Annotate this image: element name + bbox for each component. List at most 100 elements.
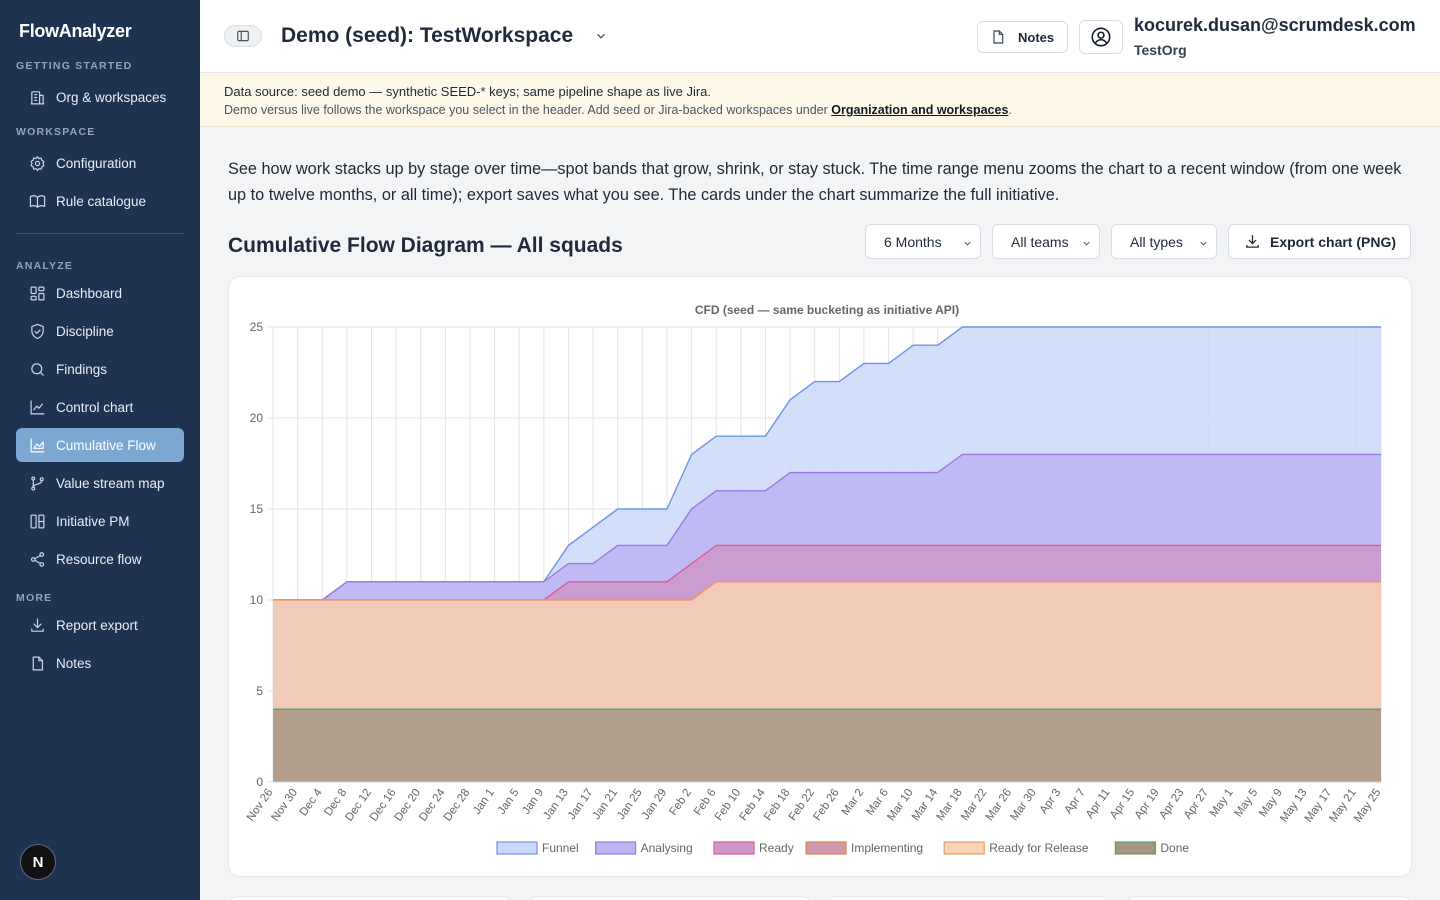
legend-swatch bbox=[1114, 841, 1157, 855]
banner-line-1: Data source: seed demo — synthetic SEED-… bbox=[224, 84, 712, 99]
x-tick-label: Jan 25 bbox=[615, 787, 645, 822]
sidebar-item-discipline[interactable]: Discipline bbox=[16, 314, 184, 348]
sidebar-item-label: Resource flow bbox=[56, 551, 142, 567]
sidebar-item-label: Notes bbox=[56, 655, 92, 671]
sidebar-item-label: Dashboard bbox=[56, 285, 123, 301]
share-icon bbox=[28, 550, 46, 568]
x-tick-label: Feb 26 bbox=[811, 787, 841, 823]
section-workspace: WORKSPACE bbox=[16, 126, 96, 138]
sidebar-item-label: Configuration bbox=[56, 155, 137, 171]
sidebar-item-control-chart[interactable]: Control chart bbox=[16, 390, 184, 424]
sidebar-toggle-button[interactable] bbox=[224, 25, 262, 47]
sidebar-item-report-export[interactable]: Report export bbox=[16, 608, 184, 642]
x-tick-label: Apr 15 bbox=[1108, 787, 1137, 822]
page-title: Cumulative Flow Diagram — All squads bbox=[228, 234, 623, 257]
sidebar-item-resource-flow[interactable]: Resource flow bbox=[16, 542, 184, 576]
x-tick-label: Apr 27 bbox=[1182, 787, 1211, 822]
export-chart-label: Export chart (PNG) bbox=[1270, 233, 1397, 250]
sidebar: FlowAnalyzer GETTING STARTED Org & works… bbox=[0, 0, 200, 900]
types-select-value: All types bbox=[1130, 233, 1183, 250]
legend-label: Ready bbox=[759, 841, 794, 855]
banner-line-2-text: Demo versus live follows the workspace y… bbox=[224, 103, 832, 117]
sidebar-item-rule-catalogue[interactable]: Rule catalogue bbox=[16, 184, 184, 218]
x-tick-label: Nov 30 bbox=[269, 787, 300, 824]
y-tick-label: 5 bbox=[256, 684, 263, 698]
types-select[interactable]: All types bbox=[1111, 224, 1217, 259]
x-tick-label: Jan 21 bbox=[591, 787, 621, 822]
devtools-badge[interactable]: N bbox=[20, 844, 56, 880]
sidebar-item-value-stream-map[interactable]: Value stream map bbox=[16, 466, 184, 500]
sidebar-item-cumulative-flow[interactable]: Cumulative Flow bbox=[16, 428, 184, 462]
export-chart-button[interactable]: Export chart (PNG) bbox=[1228, 224, 1411, 259]
legend-swatch bbox=[805, 841, 847, 855]
summary-card bbox=[228, 896, 512, 900]
workspace-selector[interactable]: Demo (seed): TestWorkspace bbox=[281, 24, 574, 47]
notes-button[interactable]: Notes bbox=[977, 21, 1068, 53]
sidebar-item-label: Report export bbox=[56, 617, 138, 633]
sidebar-item-label: Discipline bbox=[56, 323, 114, 339]
range-select-value: 6 Months bbox=[884, 233, 942, 250]
legend-label: Done bbox=[1160, 841, 1189, 855]
summary-card bbox=[528, 896, 812, 900]
y-tick-label: 10 bbox=[250, 593, 264, 607]
x-tick-label: Dec 4 bbox=[298, 786, 325, 818]
banner-line-2: Demo versus live follows the workspace y… bbox=[224, 103, 1012, 117]
sidebar-divider bbox=[16, 233, 184, 234]
sidebar-item-org-workspaces[interactable]: Org & workspaces bbox=[16, 80, 184, 114]
gear-icon bbox=[28, 154, 46, 172]
sidebar-item-findings[interactable]: Findings bbox=[16, 352, 184, 386]
range-select[interactable]: 6 Months bbox=[865, 224, 981, 259]
x-tick-label: Mar 30 bbox=[1008, 787, 1038, 823]
line-chart-icon bbox=[28, 398, 46, 416]
chevron-down-icon bbox=[962, 236, 973, 247]
app-brand: FlowAnalyzer bbox=[19, 21, 132, 41]
book-icon bbox=[28, 192, 46, 210]
sidebar-item-label: Control chart bbox=[56, 399, 134, 415]
sidebar-item-initiative-pm[interactable]: Initiative PM bbox=[16, 504, 184, 538]
legend-label: Ready for Release bbox=[989, 841, 1089, 855]
sidebar-item-label: Initiative PM bbox=[56, 513, 130, 529]
y-tick-label: 15 bbox=[250, 502, 264, 516]
git-branch-icon bbox=[28, 474, 46, 492]
top-header: Demo (seed): TestWorkspace Notes kocurek… bbox=[200, 0, 1440, 73]
download-icon bbox=[28, 616, 46, 634]
columns-icon bbox=[28, 512, 46, 530]
chevron-down-icon bbox=[1081, 236, 1092, 247]
legend-swatch bbox=[943, 841, 985, 855]
file-icon bbox=[993, 30, 1004, 44]
data-source-banner: Data source: seed demo — synthetic SEED-… bbox=[200, 73, 1440, 127]
y-tick-label: 0 bbox=[256, 775, 263, 789]
y-tick-label: 20 bbox=[250, 411, 264, 425]
cfd-chart: CFD (seed — same bucketing as initiative… bbox=[245, 303, 1384, 855]
chevron-down-icon bbox=[1198, 236, 1209, 247]
page-intro: See how work stacks up by stage over tim… bbox=[228, 160, 1402, 204]
notes-button-label: Notes bbox=[1018, 29, 1055, 45]
x-tick-label: Jan 29 bbox=[640, 787, 670, 822]
account-button[interactable] bbox=[1079, 20, 1123, 54]
sidebar-item-configuration[interactable]: Configuration bbox=[16, 146, 184, 180]
x-tick-label: Dec 28 bbox=[442, 787, 473, 824]
shield-check-icon bbox=[28, 322, 46, 340]
user-org: TestOrg bbox=[1134, 42, 1187, 58]
series-line-analysing bbox=[273, 453, 1381, 601]
sidebar-item-label: Org & workspaces bbox=[56, 89, 167, 105]
section-analyze: ANALYZE bbox=[16, 260, 74, 272]
sidebar-item-dashboard[interactable]: Dashboard bbox=[16, 276, 184, 310]
teams-select[interactable]: All teams bbox=[992, 224, 1100, 259]
org-workspaces-link[interactable]: Organization and workspaces bbox=[831, 103, 1009, 117]
x-tick-label: Apr 3 bbox=[1038, 787, 1064, 816]
sidebar-item-label: Rule catalogue bbox=[56, 193, 147, 209]
series-area-done bbox=[273, 709, 1381, 782]
legend-label: Implementing bbox=[851, 841, 923, 855]
building-icon bbox=[28, 88, 46, 106]
download-icon bbox=[1246, 235, 1259, 248]
sidebar-item-label: Findings bbox=[56, 361, 108, 377]
cfd-chart-card: CFD (seed — same bucketing as initiative… bbox=[228, 276, 1412, 877]
legend-swatch bbox=[713, 841, 755, 855]
x-tick-label: Apr 19 bbox=[1133, 787, 1162, 822]
legend-label: Analysing bbox=[641, 841, 693, 855]
sidebar-item-notes[interactable]: Notes bbox=[16, 646, 184, 680]
chevron-down-icon[interactable] bbox=[594, 29, 608, 43]
section-more: MORE bbox=[16, 592, 53, 604]
user-circle-icon bbox=[1091, 27, 1111, 47]
